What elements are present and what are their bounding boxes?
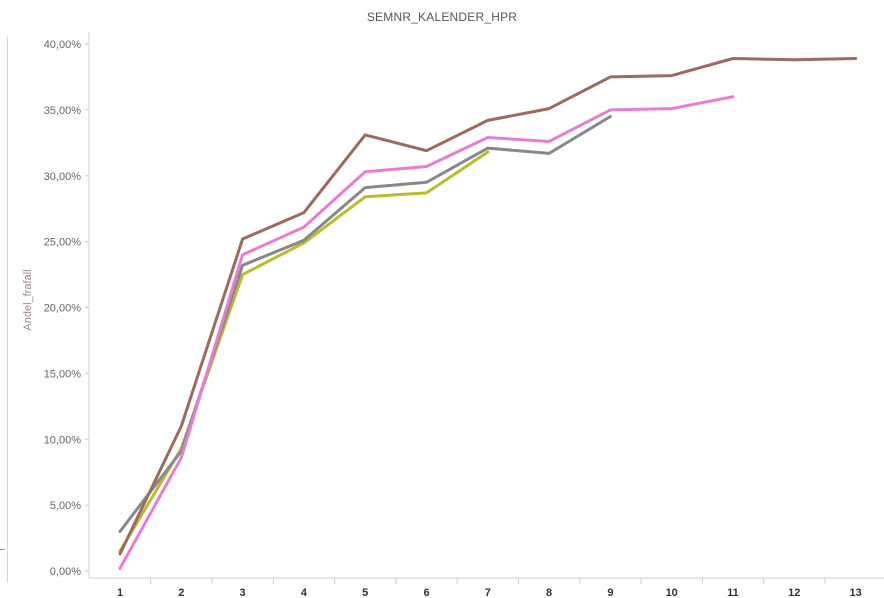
series-line-2 [118, 95, 735, 570]
x-tick-label: 6 [423, 587, 429, 598]
y-tick-label: 40,00% [44, 39, 82, 51]
y-tick-label: 10,00% [44, 434, 82, 446]
x-tick-label: 4 [301, 587, 308, 598]
series-line-3 [118, 115, 612, 533]
y-tick-label: 0,00% [50, 566, 81, 578]
left-edge-divider [7, 36, 8, 582]
x-tick-label: 8 [546, 587, 552, 598]
series-line-1 [118, 57, 858, 556]
left-edge-tick [0, 549, 5, 550]
y-tick-label: 20,00% [44, 303, 82, 315]
y-tick-label: 30,00% [44, 171, 82, 183]
x-tick-label: 5 [362, 587, 368, 598]
x-tick-label: 11 [727, 587, 739, 598]
y-tick-label: 5,00% [50, 500, 81, 512]
y-tick-label: 25,00% [44, 237, 82, 249]
x-tick-label: 2 [178, 587, 184, 598]
x-tick-label: 10 [666, 587, 678, 598]
y-tick-label: 35,00% [44, 105, 82, 117]
chart-title: SEMNR_KALENDER_HPR [366, 10, 518, 24]
x-tick-label: 13 [849, 587, 861, 598]
x-tick-label: 12 [788, 587, 800, 598]
x-tick-label: 3 [240, 587, 246, 598]
x-tick-label: 9 [607, 587, 613, 598]
y-tick-label: 15,00% [44, 368, 82, 380]
x-tick-label: 7 [485, 587, 491, 598]
x-tick-label: 1 [117, 587, 123, 598]
